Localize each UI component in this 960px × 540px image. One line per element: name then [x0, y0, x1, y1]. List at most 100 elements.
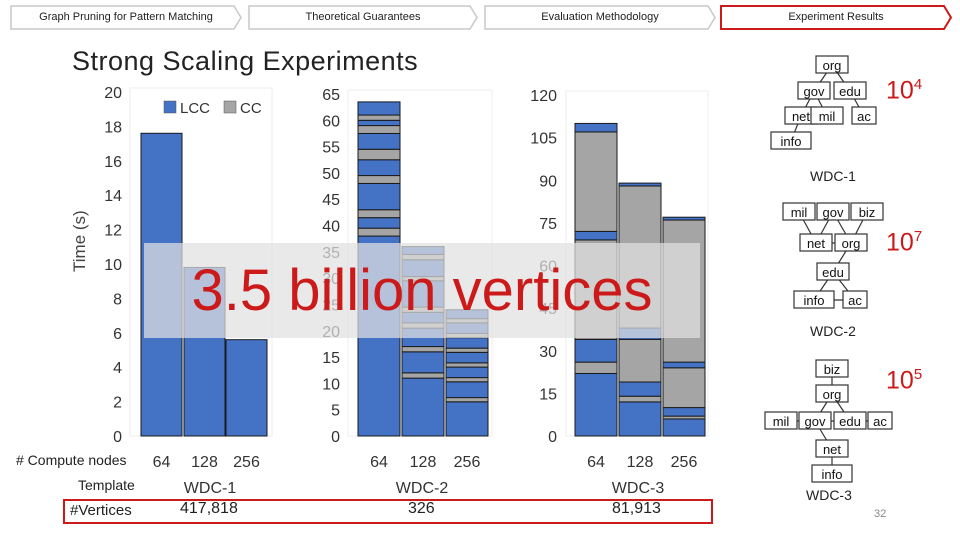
y-tick-label: 90 [539, 173, 557, 190]
template-name-wdc3: WDC-3 [806, 487, 852, 503]
count-wdc1: 104 [886, 76, 923, 105]
graph-node-box [799, 233, 833, 252]
x-tick-label: 64 [153, 454, 171, 471]
x-tick-label: 256 [671, 454, 698, 471]
overlay-text: 3.5 billion vertices [191, 258, 653, 323]
y-tick-label: 4 [113, 360, 122, 377]
template-name-wdc1: WDC-1 [810, 168, 856, 184]
graph-node-box [798, 411, 832, 430]
vertices-wdc2: 326 [408, 500, 435, 517]
graph-node-label: mil [791, 205, 808, 220]
x-tick-label: 64 [370, 454, 388, 471]
vertices-highlight-box [63, 499, 713, 524]
overlay-banner [144, 243, 700, 338]
graph-node-label: net [807, 236, 825, 251]
y-tick-label: 20 [104, 85, 122, 102]
graph-node-label: info [804, 293, 825, 308]
graph-node-label: info [781, 134, 802, 149]
bar-segment-lcc [445, 401, 489, 437]
bar-segment-lcc [618, 401, 662, 437]
vertices-label: #Vertices [70, 502, 132, 519]
template-graph-wdc-1: org gov edu net mil ac info [770, 55, 877, 150]
graph-node-box [850, 202, 884, 221]
y-tick-label: 6 [113, 326, 122, 343]
template-name-wdc2: WDC-2 [810, 323, 856, 339]
graph-node-box [770, 131, 812, 150]
nav-tab-experiment-results[interactable]: Experiment Results [720, 5, 952, 30]
graph-node-box [815, 55, 849, 74]
graph-node-box [867, 411, 893, 430]
y-tick-label: 5 [331, 403, 340, 420]
nav-tab-theoretical-guarantees[interactable]: Theoretical Guarantees [248, 5, 478, 30]
graph-node-label: biz [824, 362, 841, 377]
y-tick-label: 14 [104, 188, 122, 205]
nav-tab-label: Theoretical Guarantees [305, 11, 421, 23]
bar-segment-cc [574, 131, 618, 232]
graph-node-label: edu [839, 414, 861, 429]
x-tick-label: 128 [627, 454, 654, 471]
template-graph-wdc-2: mil gov biz net org edu info ac [782, 202, 884, 309]
nav-chevron-shape [10, 5, 242, 30]
graph-node-box [797, 81, 831, 100]
bar-segment-lcc [662, 216, 706, 221]
bar-segment-lcc [357, 182, 401, 211]
graph-node-label: net [792, 109, 810, 124]
graph-node-label: org [842, 236, 861, 251]
graph-node-label: info [822, 467, 843, 482]
graph-node-label: edu [839, 84, 861, 99]
nav-chevron-shape [484, 5, 716, 30]
bar-segment-cc [662, 367, 706, 409]
graph-node-label: ac [857, 109, 871, 124]
y-tick-label: 0 [331, 429, 340, 446]
x-tick-label: 256 [454, 454, 481, 471]
y-tick-label: 45 [322, 192, 340, 209]
y-tick-label: 0 [548, 429, 557, 446]
bar-segment-lcc [225, 339, 268, 437]
y-tick-label: 16 [104, 154, 122, 171]
x-tick-label: 64 [587, 454, 605, 471]
graph-node-box [834, 233, 868, 252]
graph-node-label: gov [823, 205, 844, 220]
y-tick-label: 10 [104, 257, 122, 274]
nav-chevron-shape-active [720, 5, 952, 30]
graph-node-box [842, 290, 868, 309]
graph-node-label: org [823, 58, 842, 73]
graph-node-box [764, 411, 798, 430]
template-name: WDC-2 [396, 480, 449, 497]
template-name: WDC-1 [184, 480, 237, 497]
graph-node-box [782, 202, 816, 221]
graph-node-label: ac [873, 414, 887, 429]
vertices-wdc3: 81,913 [612, 500, 661, 517]
legend-swatch-cc [223, 100, 237, 114]
graph-node-box [816, 202, 850, 221]
y-tick-label: 30 [539, 344, 557, 361]
bar-segment-lcc [618, 182, 662, 187]
graph-node-label: org [823, 387, 842, 402]
y-tick-label: 50 [322, 166, 340, 183]
bar-segment-cc [618, 338, 662, 383]
nav-tab-label: Experiment Results [788, 11, 884, 23]
x-tick-label: 128 [410, 454, 437, 471]
compute-nodes-label: # Compute nodes [16, 452, 127, 468]
x-tick-label: 128 [191, 454, 218, 471]
y-tick-label: 15 [322, 350, 340, 367]
template-name: WDC-3 [612, 480, 665, 497]
graph-node-box [815, 439, 849, 458]
graph-node-label: biz [859, 205, 876, 220]
y-tick-label: 65 [322, 87, 340, 104]
graph-node-label: ac [848, 293, 862, 308]
y-tick-label: 55 [322, 140, 340, 157]
nav-tab-graph-pruning[interactable]: Graph Pruning for Pattern Matching [10, 5, 242, 30]
y-tick-label: 105 [530, 131, 557, 148]
graph-node-label: edu [822, 265, 844, 280]
y-tick-label: 2 [113, 395, 122, 412]
graph-node-box [815, 359, 849, 378]
y-tick-label: 40 [322, 219, 340, 236]
graph-node-label: net [823, 442, 841, 457]
bar-segment-lcc [357, 101, 401, 116]
nav-tab-evaluation-methodology[interactable]: Evaluation Methodology [484, 5, 716, 30]
y-tick-label: 15 [539, 386, 557, 403]
graph-node-box [810, 106, 844, 125]
bar-segment-lcc [401, 377, 445, 437]
y-tick-label: 120 [530, 88, 557, 105]
